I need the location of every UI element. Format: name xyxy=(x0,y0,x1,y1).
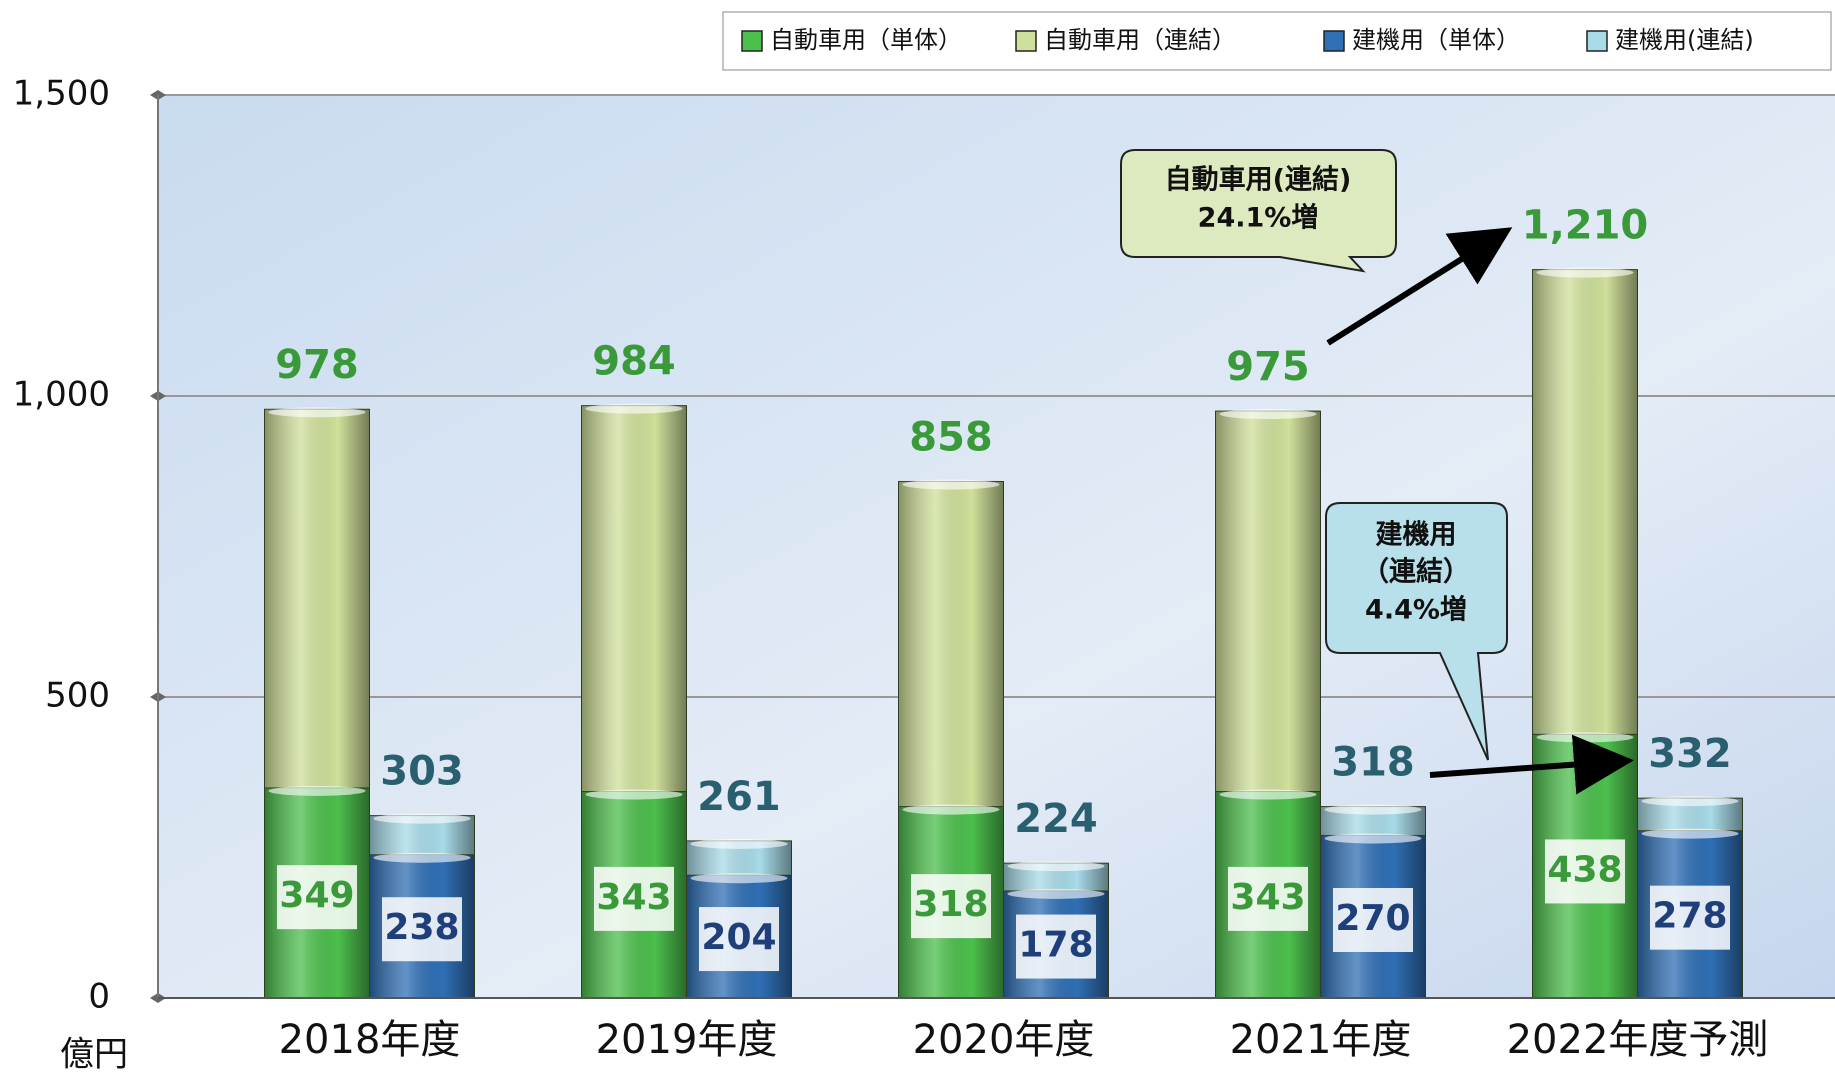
data-label-box xyxy=(699,907,779,972)
legend-label: 自動車用（単体） xyxy=(770,26,962,54)
data-label-box xyxy=(1016,914,1096,979)
bar-cap xyxy=(1007,861,1105,872)
bar-cap xyxy=(1536,732,1634,743)
data-label-box xyxy=(277,865,357,930)
x-tick-label: 2021年度 xyxy=(1230,1017,1412,1063)
y-tick-label: 500 xyxy=(45,676,110,716)
bar-cap xyxy=(690,838,788,849)
data-label-box xyxy=(594,866,674,931)
y-tick-label: 0 xyxy=(88,977,110,1017)
callout-text: （連結） xyxy=(1362,556,1470,588)
x-tick-label: 2018年度 xyxy=(279,1017,461,1063)
bar-cap xyxy=(585,403,683,414)
data-label: 343 xyxy=(596,877,671,918)
data-label: 318 xyxy=(913,884,988,925)
bar-cap xyxy=(1219,409,1317,420)
x-tick-label: 2022年度予測 xyxy=(1507,1017,1769,1063)
bar-cap xyxy=(1007,888,1105,899)
data-label: 1,210 xyxy=(1522,203,1649,249)
bar-cap xyxy=(902,479,1000,490)
bar-cap xyxy=(1641,828,1739,839)
y-tick-label: 1,500 xyxy=(13,74,110,114)
data-label: 178 xyxy=(1018,925,1093,966)
data-label: 975 xyxy=(1226,344,1310,390)
data-label: 978 xyxy=(275,342,359,388)
data-label: 261 xyxy=(697,774,781,820)
data-label: 318 xyxy=(1331,740,1415,786)
legend-swatch xyxy=(741,30,763,52)
legend-items: 自動車用（単体） 自動車用（連結） 建機用（単体） 建機用(連結) xyxy=(741,26,1754,54)
data-label: 858 xyxy=(909,414,993,460)
callout-text: 建機用 xyxy=(1376,520,1457,551)
data-label: 984 xyxy=(592,339,676,385)
data-label: 278 xyxy=(1652,896,1727,937)
legend-label: 自動車用（連結） xyxy=(1044,26,1236,54)
legend-swatch xyxy=(1586,30,1608,52)
y-unit: 億円 xyxy=(60,1035,128,1075)
bar-cap xyxy=(690,873,788,884)
data-label: 349 xyxy=(279,875,354,916)
bar-cap xyxy=(902,804,1000,815)
data-label-box xyxy=(382,897,462,962)
data-label-box xyxy=(1333,887,1413,952)
callout-text: 自動車用(連結) xyxy=(1165,164,1352,196)
data-label: 224 xyxy=(1014,796,1098,842)
bar-cap xyxy=(1219,789,1317,800)
bar-cap xyxy=(1641,796,1739,807)
bar-cap xyxy=(1324,804,1422,815)
legend xyxy=(722,11,1832,71)
data-label: 438 xyxy=(1547,849,1622,890)
data-label-box xyxy=(1545,839,1625,904)
data-label: 332 xyxy=(1648,731,1732,777)
bar-cap xyxy=(1536,267,1634,278)
bar-cap xyxy=(585,789,683,800)
x-tick-label: 2020年度 xyxy=(913,1017,1095,1063)
data-label: 303 xyxy=(380,749,464,795)
legend-swatch xyxy=(1015,30,1037,52)
data-label-box xyxy=(911,874,991,939)
callout-text: 4.4%増 xyxy=(1365,594,1467,626)
data-label: 204 xyxy=(701,917,776,958)
legend-label: 建機用（単体） xyxy=(1352,26,1520,54)
bar-cap xyxy=(373,813,471,824)
bar-cap xyxy=(1324,833,1422,844)
callout-text: 24.1%増 xyxy=(1198,202,1319,234)
data-label-box xyxy=(1228,866,1308,931)
bar-cap xyxy=(268,785,366,796)
bar-cap xyxy=(373,852,471,863)
callout: 自動車用(連結) 24.1%増 建機用 （連結） 4.4%増 xyxy=(1120,149,1634,795)
legend-label: 建機用(連結) xyxy=(1615,26,1754,54)
bar-cap xyxy=(268,407,366,418)
y-tick-label: 1,000 xyxy=(13,375,110,415)
data-label-box xyxy=(1650,885,1730,950)
data-label: 270 xyxy=(1335,898,1410,939)
legend-swatch xyxy=(1323,30,1345,52)
data-label: 238 xyxy=(384,907,459,948)
x-tick-label: 2019年度 xyxy=(596,1017,778,1063)
data-label: 343 xyxy=(1230,877,1305,918)
